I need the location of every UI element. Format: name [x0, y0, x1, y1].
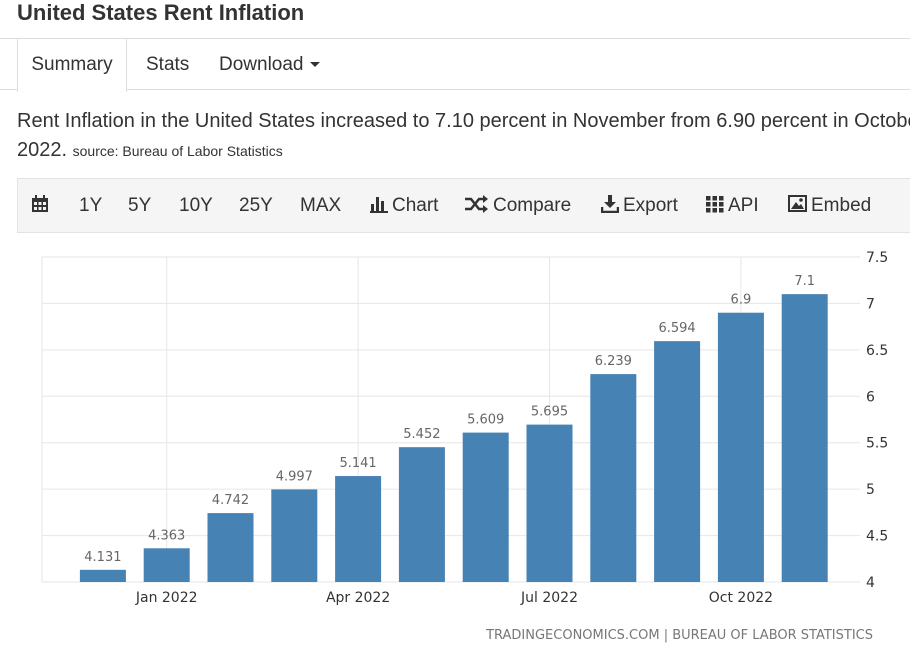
x-tick-label: Jan 2022: [135, 590, 198, 606]
caret-icon: [309, 62, 320, 68]
range-25y[interactable]: 25Y: [239, 195, 273, 216]
chart-label: Chart: [392, 195, 439, 216]
tab-summary[interactable]: Summary: [17, 39, 127, 92]
chart-toolbar: 1Y 5Y 10Y 25Y MAX Chart Compare Export A…: [17, 178, 910, 233]
y-tick-label: 5.5: [866, 436, 888, 452]
export-button[interactable]: Export: [600, 179, 678, 232]
bar: [654, 341, 701, 582]
chart-credit: TRADINGECONOMICS.COM | BUREAU OF LABOR S…: [485, 628, 873, 643]
value-label: 5.695: [531, 405, 568, 420]
x-tick-label: Jul 2022: [520, 590, 578, 606]
export-icon: [600, 194, 620, 214]
bar: [781, 294, 828, 582]
embed-button[interactable]: Embed: [788, 179, 871, 232]
bar: [335, 476, 382, 582]
y-tick-label: 7: [866, 296, 875, 312]
y-tick-label: 4.5: [866, 529, 888, 545]
compare-label: Compare: [493, 195, 572, 216]
value-label: 6.239: [595, 354, 632, 369]
bar: [462, 432, 509, 582]
value-label: 5.609: [467, 413, 504, 428]
value-label: 4.742: [212, 493, 249, 508]
calendar-button[interactable]: [31, 179, 53, 232]
api-label: API: [728, 195, 759, 216]
range-10y[interactable]: 10Y: [179, 195, 213, 216]
value-label: 5.452: [403, 427, 440, 442]
compare-button[interactable]: Compare: [465, 179, 571, 232]
range-max[interactable]: MAX: [300, 195, 342, 216]
y-tick-label: 6: [866, 389, 875, 405]
value-label: 4.131: [84, 550, 121, 565]
bar: [271, 489, 318, 582]
value-label: 7.1: [794, 274, 815, 289]
page-title: United States Rent Inflation: [17, 0, 305, 25]
value-label: 4.363: [148, 528, 185, 543]
range-5y[interactable]: 5Y: [128, 195, 152, 216]
tab-bar: Summary Stats Download: [0, 38, 910, 92]
bar: [207, 513, 254, 582]
description: Rent Inflation in the United States incr…: [17, 107, 910, 166]
embed-icon: [788, 195, 807, 213]
x-tick-label: Apr 2022: [326, 590, 390, 606]
embed-label: Embed: [811, 195, 872, 216]
tab-stats[interactable]: Stats: [146, 54, 190, 75]
tab-download[interactable]: Download: [219, 39, 320, 91]
y-tick-label: 6.5: [866, 343, 888, 359]
value-label: 6.9: [731, 293, 752, 308]
y-tick-label: 4: [866, 575, 875, 591]
bar: [590, 374, 637, 582]
bar: [526, 424, 573, 582]
value-label: 5.141: [339, 456, 376, 471]
bar: [79, 569, 126, 582]
tab-download-label: Download: [219, 54, 304, 75]
range-1y[interactable]: 1Y: [79, 195, 103, 216]
api-icon: [706, 195, 724, 213]
calendar-icon: [32, 194, 48, 212]
x-tick-label: Oct 2022: [709, 590, 773, 606]
description-text: Rent Inflation in the United States incr…: [17, 110, 910, 161]
value-label: 6.594: [658, 321, 695, 336]
chart-button[interactable]: Chart: [370, 179, 438, 232]
y-tick-label: 5: [866, 482, 875, 498]
bar: [143, 548, 190, 582]
y-tick-label: 7.5: [866, 250, 888, 266]
bar: [717, 312, 764, 582]
export-label: Export: [623, 195, 678, 216]
value-label: 4.997: [276, 469, 313, 484]
api-button[interactable]: API: [706, 179, 759, 232]
bar: [398, 447, 445, 582]
chart-icon: [370, 196, 388, 213]
source-text: source: Bureau of Labor Statistics: [72, 143, 283, 159]
compare-icon: [465, 194, 488, 213]
